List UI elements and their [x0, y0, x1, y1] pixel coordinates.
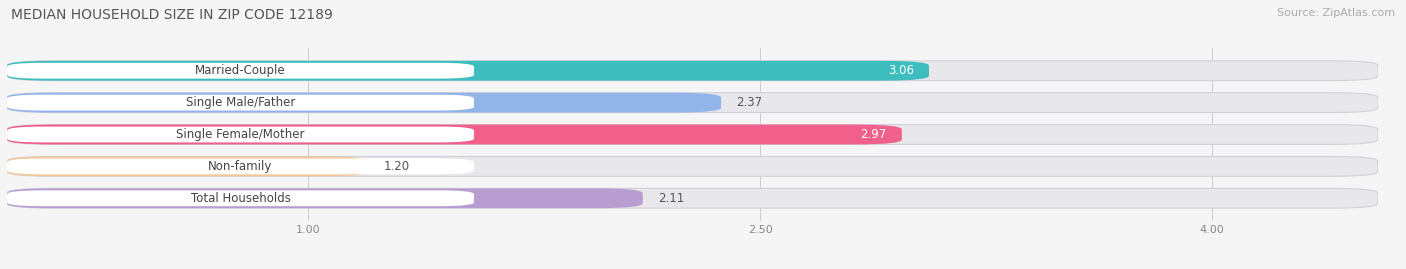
Text: Source: ZipAtlas.com: Source: ZipAtlas.com	[1277, 8, 1395, 18]
FancyBboxPatch shape	[7, 127, 474, 142]
FancyBboxPatch shape	[7, 95, 474, 111]
Text: 2.97: 2.97	[860, 128, 887, 141]
Text: Married-Couple: Married-Couple	[195, 64, 285, 77]
FancyBboxPatch shape	[7, 125, 901, 144]
FancyBboxPatch shape	[7, 93, 721, 112]
FancyBboxPatch shape	[7, 158, 474, 174]
FancyBboxPatch shape	[7, 93, 1378, 112]
FancyBboxPatch shape	[7, 188, 1378, 208]
FancyBboxPatch shape	[7, 63, 474, 79]
FancyBboxPatch shape	[7, 61, 929, 81]
Text: 1.20: 1.20	[384, 160, 409, 173]
Text: Single Female/Mother: Single Female/Mother	[176, 128, 305, 141]
FancyBboxPatch shape	[7, 188, 643, 208]
Text: MEDIAN HOUSEHOLD SIZE IN ZIP CODE 12189: MEDIAN HOUSEHOLD SIZE IN ZIP CODE 12189	[11, 8, 333, 22]
Text: Single Male/Father: Single Male/Father	[186, 96, 295, 109]
Text: 2.37: 2.37	[737, 96, 762, 109]
FancyBboxPatch shape	[7, 157, 1378, 176]
FancyBboxPatch shape	[7, 157, 368, 176]
Text: Non-family: Non-family	[208, 160, 273, 173]
Text: 2.11: 2.11	[658, 192, 685, 205]
FancyBboxPatch shape	[7, 61, 1378, 81]
FancyBboxPatch shape	[7, 190, 474, 206]
Text: Total Households: Total Households	[191, 192, 291, 205]
FancyBboxPatch shape	[7, 125, 1378, 144]
Text: 3.06: 3.06	[889, 64, 914, 77]
